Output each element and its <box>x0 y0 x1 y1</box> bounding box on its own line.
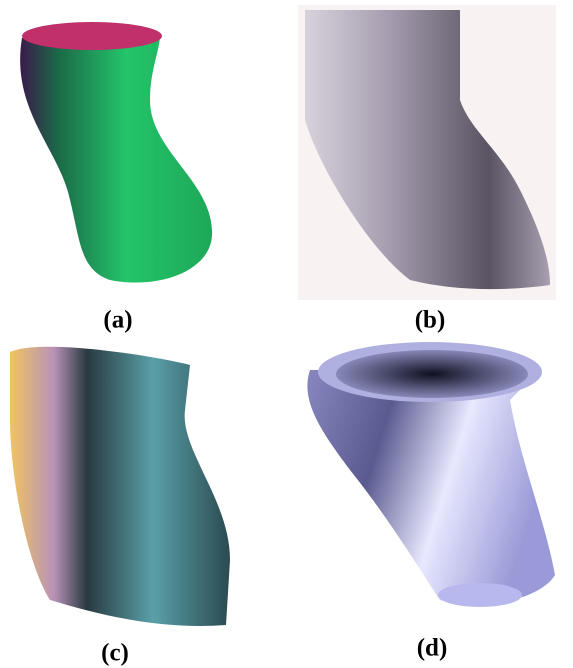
panel-d: (d) <box>307 342 555 662</box>
shape <box>10 347 230 626</box>
shape-opening <box>336 350 528 398</box>
panel-label: (a) <box>103 307 132 334</box>
shape-rim <box>22 22 162 50</box>
panel-b: (b) <box>298 5 556 334</box>
panel-label: (c) <box>101 640 129 667</box>
panel-label: (b) <box>415 307 446 334</box>
figure: (a) (b) (c) (d) <box>0 0 573 668</box>
shape <box>20 35 212 283</box>
panel-label: (d) <box>417 635 448 662</box>
panel-a: (a) <box>20 22 212 334</box>
shape <box>307 370 555 605</box>
panel-c: (c) <box>10 347 230 667</box>
shape-base <box>438 583 522 607</box>
